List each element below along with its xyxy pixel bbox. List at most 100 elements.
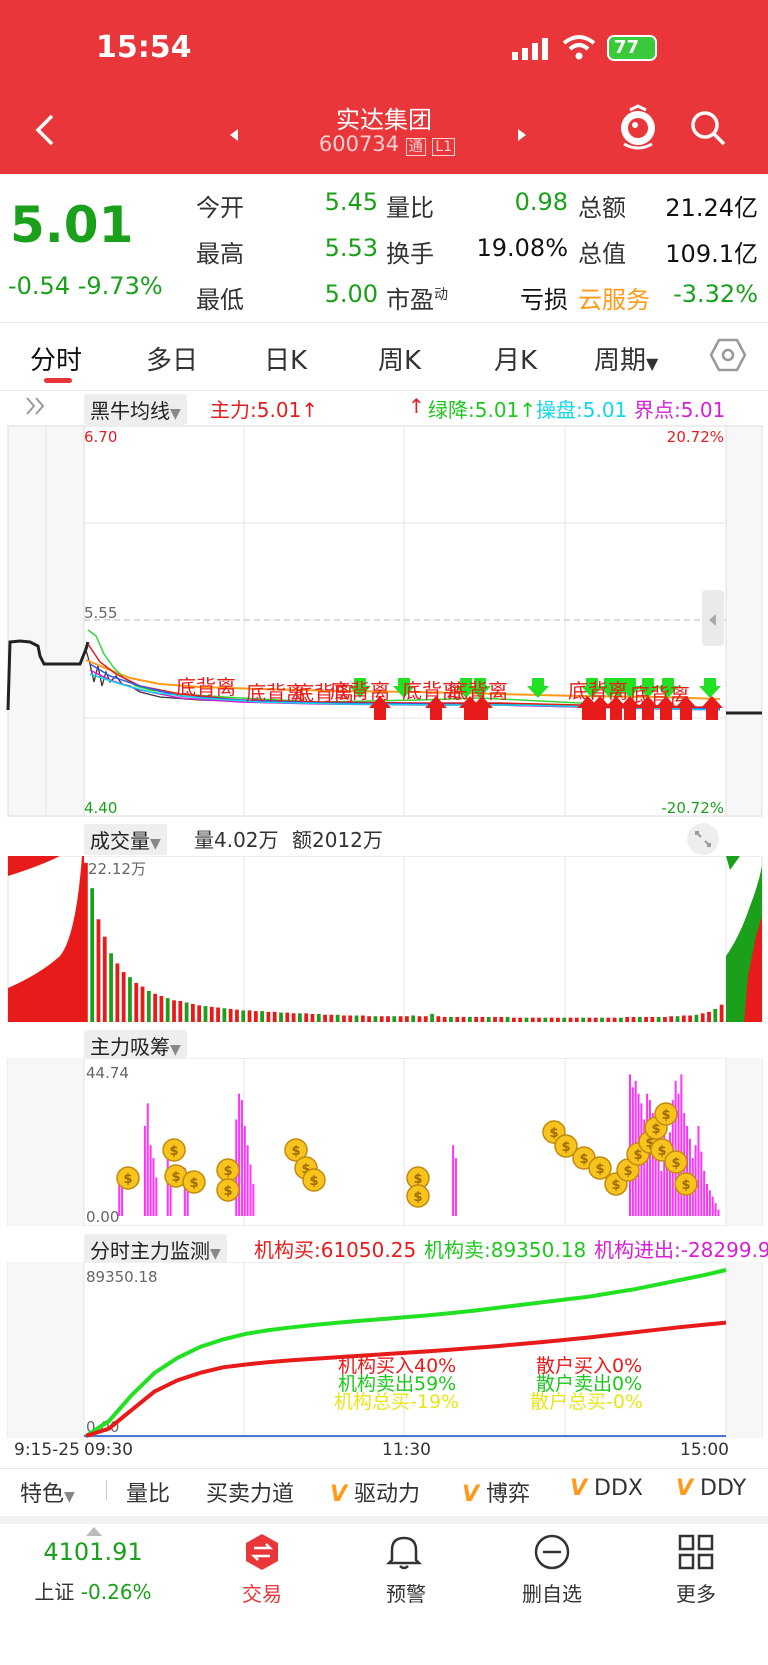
volume-bar [505,1016,510,1022]
volume-bar [272,1011,277,1022]
y-min-label: 4.40 [84,799,117,817]
volume-bar [537,1017,541,1022]
monitor-series-line [84,1268,727,1438]
money-bag-icon: $ [291,1144,300,1159]
back-icon[interactable] [30,112,60,148]
label-sector[interactable]: 云服务 [578,286,650,314]
stock-code: 600734 [318,132,400,156]
feature-selector[interactable]: 特色▼ [20,1482,75,1507]
money-bag-icon [588,1156,612,1180]
money-bag-icon [216,1178,240,1202]
value-sector[interactable]: -3.32% [673,280,758,308]
index-info[interactable]: 上证 -0.26% [34,1580,152,1604]
volume-bar [518,1017,523,1022]
inst-total: 机构总买-19% [334,1391,459,1413]
trade-icon[interactable] [242,1532,282,1572]
volume-bar [146,990,151,1022]
toolbar-drive-force[interactable]: V 驱动力 [330,1482,421,1507]
more-grid-icon[interactable] [676,1532,716,1572]
inst-buy-value: 机构买:61050.25 [254,1238,417,1262]
sell-signal-arrow-icon [469,678,491,698]
volume-bar [241,1010,246,1022]
tab-multi-day[interactable]: 多日 [146,346,199,376]
accumulation-bar [628,1074,631,1216]
volume-bar [663,1016,667,1022]
price-chart[interactable]: 6.70 20.72% 5.55 4.40 -20.72% 底背离 底背离底背离底… [0,424,768,818]
money-bag-icon: $ [189,1176,198,1191]
volume-bar [392,1016,397,1022]
bell-icon[interactable] [386,1532,422,1572]
toolbar-ddx[interactable]: V DDX [570,1476,643,1501]
volume-bar [235,1009,239,1022]
volume-bar [556,1017,560,1022]
monitor-series-line [85,1320,727,1438]
tab-daily-k[interactable]: 日K [264,346,308,376]
accumulation-selector[interactable]: 主力吸筹▼ [84,1030,187,1061]
accumulation-bar [246,1145,249,1216]
volume-chart[interactable]: 22.12万 [0,856,768,1022]
time-open: 09:30 [84,1440,133,1460]
more-label[interactable]: 更多 [676,1582,716,1606]
toolbar-game[interactable]: V 博弈 [462,1482,531,1507]
legend-jiedian: 界点:5.01 [634,398,726,422]
volume-selector[interactable]: 成交量▼ [84,824,167,855]
accumulation-bar [686,1125,689,1216]
money-bag-icon: $ [561,1140,570,1155]
divergence-label: 底背离 [568,679,628,703]
current-price: 5.01 [10,196,134,254]
volume-bar [688,1015,693,1022]
remove-favorite-icon[interactable] [532,1532,572,1572]
volume-bar [228,1008,233,1022]
fullscreen-icon[interactable] [686,822,720,856]
volume-bar [134,982,139,1022]
index-value[interactable]: 4101.91 [43,1538,143,1566]
trade-label[interactable]: 交易 [242,1582,282,1606]
next-stock-icon[interactable] [516,128,528,142]
toolbar-volume-ratio[interactable]: 量比 [126,1482,171,1507]
wifi-icon [562,35,596,60]
settings-hexagon-icon[interactable] [710,338,746,372]
volume-bar [84,862,88,1022]
volume-bar [417,1016,422,1022]
volume-bar [197,1005,202,1022]
value-open: 5.45 [324,188,378,216]
volume-bar [549,1017,554,1022]
volume-bar [266,1011,271,1022]
money-bag-icon: $ [595,1162,604,1177]
toolbar-ddy[interactable]: V DDY [676,1476,747,1501]
volume-bar [656,1016,661,1022]
divergence-label: 底背离 [402,679,462,703]
toolbar-buy-sell-force[interactable]: 买卖力道 [206,1482,295,1507]
monitor-selector[interactable]: 分时主力监测▼ [84,1234,227,1265]
indicator-selector[interactable]: 黑牛均线▼ [84,394,187,425]
accumulation-bar [657,1151,660,1216]
accumulation-bar [183,1167,186,1216]
prev-stock-icon[interactable] [228,128,240,142]
volume-bar [644,1016,648,1022]
volume-bar [367,1016,372,1022]
accumulation-bar [238,1093,241,1216]
monitor-max-label: 89350.18 [86,1268,158,1286]
search-icon[interactable] [688,108,728,148]
expand-chevrons-icon[interactable] [24,396,48,416]
volume-bar [430,1014,434,1022]
tab-monthly-k[interactable]: 月K [494,346,538,376]
tab-intraday[interactable]: 分时 [30,346,83,376]
money-bag-icon [182,1170,206,1194]
volume-bar [335,1014,340,1022]
volume-bar [260,1011,265,1022]
robot-assistant-icon[interactable] [616,104,660,150]
tab-weekly-k[interactable]: 周K [378,346,422,376]
remove-favorite-label[interactable]: 删自选 [522,1582,582,1606]
accumulation-bar [697,1125,700,1216]
tab-period[interactable]: 周期▼ [594,346,659,376]
volume-bar [480,1016,485,1022]
label-volume-ratio: 量比 [386,194,434,222]
accumulation-bar [648,1100,651,1216]
volume-bar [619,1017,623,1022]
accumulation-chart[interactable]: 44.74 0.00 $$$ $$$$$$ $$$$$$$$$$$$$$$ [0,1058,768,1226]
monitor-chart[interactable]: 89350.18 0.00 机构买入40% 机构卖出59% 机构总买-19% 散… [0,1262,768,1438]
volume-bar [637,1016,642,1022]
volume-bar [109,953,113,1022]
alert-label[interactable]: 预警 [386,1582,426,1606]
